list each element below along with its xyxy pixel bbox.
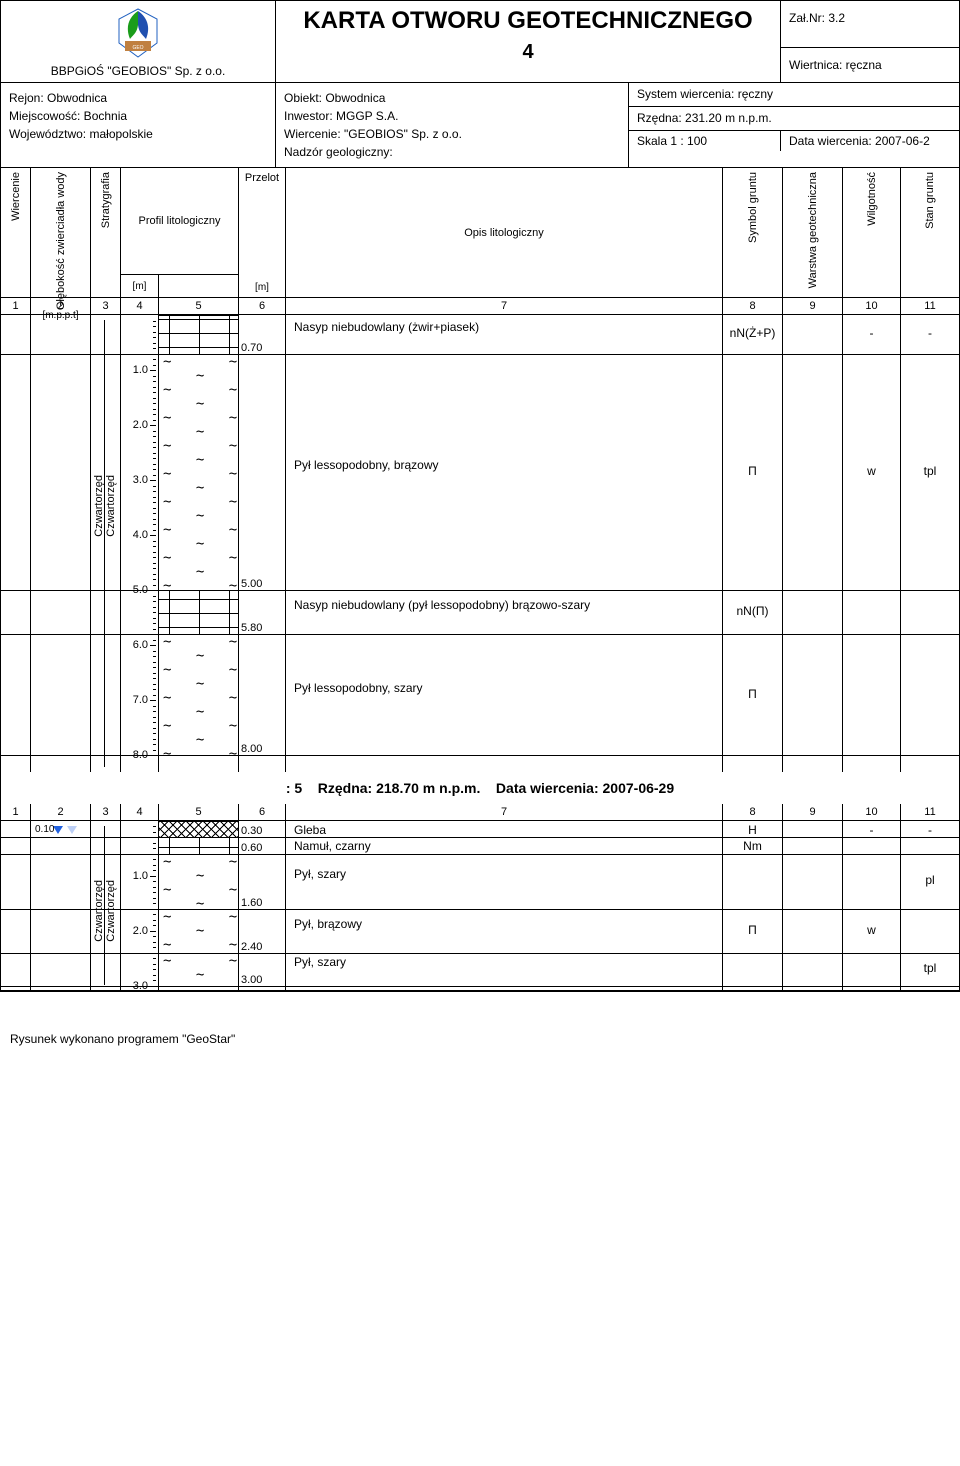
logo-cell: GEO BBPGiOŚ "GEOBIOS" Sp. z o.o. [1,1,276,82]
info-right: System wiercenia: ręczny Rzędna: 231.20 … [629,83,959,167]
woj: Województwo: małopolskie [9,125,267,143]
data-wierc: Data wiercenia: 2007-06-2 [781,131,959,151]
col-profil: Profil litologiczny [m] [121,168,239,297]
log-body-1: CzwartorzędCzwartorzęd1.02.03.04.05.06.0… [1,315,959,772]
num-row-2: 1 2 3 4 5 6 7 8 9 10 11 [1,804,959,821]
col-wilgotnosc: Wilgotność [843,168,901,297]
col-symbol: Symbol gruntu [723,168,783,297]
doc-title: KARTA OTWORU GEOTECHNICZNEGO [280,7,776,35]
obiekt: Obiekt: Obwodnica [284,89,620,107]
top-row: GEO BBPGiOŚ "GEOBIOS" Sp. z o.o. KARTA O… [1,1,959,83]
wiercenie: Wiercenie: "GEOBIOS" Sp. z o.o. [284,125,620,143]
miejsc: Miejscowość: Bochnia [9,107,267,125]
col-wiercenie: Wiercenie [1,168,31,297]
skala: Skala 1 : 100 [629,131,781,151]
num-row-1: 1 2 3 4 5 6 7 8 9 10 11 [1,298,959,315]
rejon: Rejon: Obwodnica [9,89,267,107]
borehole-num: 4 [280,41,776,64]
right-top: Zał.Nr: 3.2 Wiertnica: ręczna [781,1,959,82]
nadzor: Nadzór geologiczny: [284,143,620,161]
wiertnica-label: Wiertnica: ręczna [781,48,959,82]
logo-icon: GEO [113,5,163,60]
footer: Rysunek wykonano programem "GeoStar" [0,992,960,1056]
svg-text:GEO: GEO [132,45,143,51]
info-mid: Obiekt: Obwodnica Inwestor: MGGP S.A. Wi… [276,83,629,167]
log-body-2: 0.10CzwartorzędCzwartorzęd1.02.03.0~ ~ ~… [1,821,959,992]
section2-title: : 5 Rzędna: 218.70 m n.p.m. Data wiercen… [1,772,959,804]
column-headers: Wiercenie Głębokość zwierciadła wody[m.p… [1,168,959,298]
company-name: BBPGiOŚ "GEOBIOS" Sp. z o.o. [51,64,226,78]
col-warstwa: Warstwa geotechniczna [783,168,843,297]
col-glebokosc: Głębokość zwierciadła wody[m.p.p.t] [31,168,91,297]
col-opis: Opis litologiczny [286,168,723,297]
col-stratygrafia: Stratygrafia [91,168,121,297]
zal-label: Zał.Nr: 3.2 [781,1,959,48]
info-row: Rejon: Obwodnica Miejscowość: Bochnia Wo… [1,83,959,168]
rzedna: Rzędna: 231.20 m n.p.m. [629,107,959,131]
info-left: Rejon: Obwodnica Miejscowość: Bochnia Wo… [1,83,276,167]
col-przelot: Przelot[m] [239,168,286,297]
skala-row: Skala 1 : 100 Data wiercenia: 2007-06-2 [629,131,959,151]
inwestor: Inwestor: MGGP S.A. [284,107,620,125]
col-stan: Stan gruntu [901,168,959,297]
title-cell: KARTA OTWORU GEOTECHNICZNEGO 4 [276,1,781,82]
system: System wiercenia: ręczny [629,83,959,107]
page: GEO BBPGiOŚ "GEOBIOS" Sp. z o.o. KARTA O… [0,0,960,992]
